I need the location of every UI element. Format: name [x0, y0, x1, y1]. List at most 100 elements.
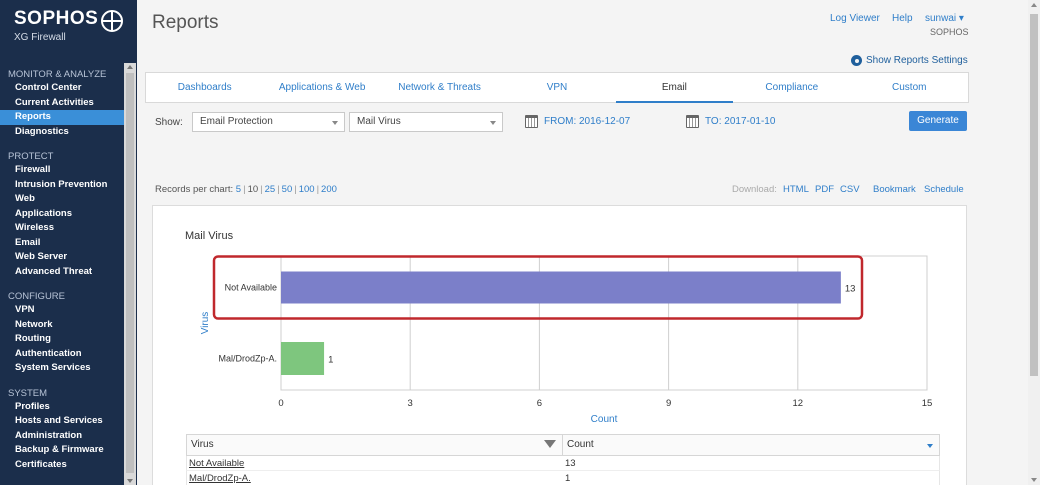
sidebar-nav: MONITOR & ANALYZE Control Center Current A…	[0, 69, 124, 472]
sidebar-scroll-thumb[interactable]	[126, 73, 134, 473]
settings-label: Show Reports Settings	[866, 55, 968, 66]
scroll-up-icon[interactable]	[1031, 3, 1037, 7]
main-scroll-thumb[interactable]	[1030, 14, 1038, 376]
virus-cell-link[interactable]: Not Available	[189, 458, 245, 469]
main-scrollbar[interactable]	[1028, 0, 1040, 485]
sidebar-item-routing[interactable]: Routing	[15, 333, 51, 344]
table-row: Mal/DrodZp-A. 1	[186, 471, 940, 485]
download-html-link[interactable]: HTML	[783, 184, 809, 195]
sidebar-item-applications[interactable]: Applications	[15, 207, 73, 219]
records-option-10[interactable]: 10	[247, 184, 259, 195]
sidebar-item-reports[interactable]: Reports	[0, 110, 124, 125]
y-axis-label: Virus	[200, 312, 211, 335]
help-link[interactable]: Help	[892, 13, 913, 24]
nav-section-title: MONITOR & ANALYZE	[8, 69, 107, 80]
sidebar-scrollbar[interactable]	[124, 63, 136, 485]
nav-gap	[0, 139, 124, 151]
y-category-label: Mal/DrodZp-A.	[218, 354, 277, 364]
records-option-200[interactable]: 200	[321, 184, 337, 195]
download-csv-link[interactable]: CSV	[840, 184, 860, 195]
report-group-value: Email Protection	[200, 116, 273, 127]
tab-network-threats[interactable]: Network & Threats	[398, 82, 481, 93]
tab-vpn[interactable]: VPN	[546, 82, 568, 93]
report-select[interactable]: Mail Virus	[349, 112, 503, 132]
sidebar-item-wireless[interactable]: Wireless	[15, 222, 54, 233]
x-tick-label: 9	[666, 398, 671, 409]
data-label: 1	[328, 355, 333, 366]
to-date-picker[interactable]: TO: 2017-01-10	[686, 115, 775, 128]
column-virus-label: Virus	[191, 439, 214, 450]
sidebar-item-vpn[interactable]: VPN	[15, 304, 35, 315]
sidebar-item-control-center[interactable]: Control Center	[15, 82, 82, 93]
sidebar-item-current-activities[interactable]: Current Activities	[15, 96, 94, 108]
separator: |	[243, 184, 246, 195]
sidebar-item-authentication[interactable]: Authentication	[15, 347, 82, 359]
nav-section-title: PROTECT	[8, 151, 54, 162]
generate-button[interactable]: Generate	[909, 111, 967, 131]
tab-custom[interactable]: Custom	[892, 82, 927, 93]
column-count[interactable]: Count	[563, 435, 939, 455]
column-count-label: Count	[567, 439, 594, 450]
x-tick-label: 0	[278, 398, 283, 409]
x-tick-label: 15	[922, 398, 933, 409]
sophos-logo[interactable]: SOPHOS XG Firewall	[14, 8, 123, 43]
chevron-down-icon	[332, 121, 338, 125]
user-menu[interactable]: sunwai ▾	[925, 13, 964, 24]
sidebar-item-certificates[interactable]: Certificates	[15, 458, 67, 470]
sidebar-item-profiles[interactable]: Profiles	[15, 400, 50, 412]
data-label: 13	[845, 284, 856, 295]
gear-icon	[851, 55, 862, 66]
chevron-down-icon: ▾	[958, 13, 964, 24]
sidebar-item-firewall[interactable]: Firewall	[15, 164, 51, 175]
sidebar-item-email[interactable]: Email	[15, 236, 41, 248]
bookmark-link[interactable]: Bookmark	[873, 184, 916, 195]
scroll-down-icon[interactable]	[127, 479, 133, 483]
sidebar-item-web[interactable]: Web	[15, 193, 35, 204]
nav-gap	[0, 376, 124, 388]
globe-icon	[101, 10, 123, 32]
to-date: TO: 2017-01-10	[705, 116, 776, 127]
records-option-5[interactable]: 5	[235, 184, 242, 195]
bar	[281, 342, 325, 375]
records-option-100[interactable]: 100	[298, 184, 315, 195]
tab-compliance[interactable]: Compliance	[765, 82, 819, 93]
mail-virus-chart: 0 3 6 9 12 15 Not Available 13 Mal/DrodZp-A. 1 Cou…	[200, 255, 933, 425]
sidebar-item-intrusion-prevention[interactable]: Intrusion Prevention	[15, 178, 108, 190]
calendar-icon	[686, 115, 699, 128]
download-pdf-link[interactable]: PDF	[815, 184, 834, 195]
filter-icon[interactable]	[544, 440, 556, 448]
separator: |	[316, 184, 320, 195]
tab-applications-web[interactable]: Applications & Web	[278, 82, 366, 93]
sidebar-item-system-services[interactable]: System Services	[15, 362, 91, 373]
page-title: Reports	[152, 12, 219, 33]
show-label: Show:	[155, 117, 183, 128]
sidebar-item-diagnostics[interactable]: Diagnostics	[15, 125, 69, 137]
sort-down-icon[interactable]	[927, 444, 933, 448]
report-tabs: Dashboards Applications & Web Network & Th…	[145, 72, 969, 103]
log-viewer-link[interactable]: Log Viewer	[830, 13, 880, 24]
sidebar-item-hosts-and-services[interactable]: Hosts and Services	[15, 415, 103, 426]
records-option-50[interactable]: 50	[281, 184, 293, 195]
scroll-down-icon[interactable]	[1031, 478, 1037, 482]
sidebar-item-network[interactable]: Network	[15, 318, 53, 330]
tab-email[interactable]: Email	[615, 73, 734, 103]
column-virus[interactable]: Virus	[187, 435, 563, 455]
show-reports-settings-link[interactable]: Show Reports Settings	[851, 55, 968, 66]
separator: |	[260, 184, 263, 195]
sidebar-item-web-server[interactable]: Web Server	[15, 251, 68, 262]
scroll-up-icon[interactable]	[127, 65, 133, 69]
virus-cell-link[interactable]: Mal/DrodZp-A.	[189, 473, 251, 484]
records-per-chart: Records per chart: 5 | 10 | 25 | 50 | 100 | 200	[155, 184, 337, 195]
separator: |	[277, 184, 280, 195]
from-date-picker[interactable]: FROM: 2016-12-07	[525, 115, 630, 128]
records-option-25[interactable]: 25	[264, 184, 276, 195]
report-group-select[interactable]: Email Protection	[192, 112, 345, 132]
sidebar-item-backup-firmware[interactable]: Backup & Firmware	[15, 444, 104, 455]
user-name: sunwai	[925, 13, 957, 24]
x-tick-label: 6	[537, 398, 542, 409]
sidebar-item-administration[interactable]: Administration	[15, 429, 83, 441]
tab-dashboards[interactable]: Dashboards	[177, 82, 232, 93]
sidebar-item-advanced-threat[interactable]: Advanced Threat	[15, 265, 93, 277]
chart-title: Mail Virus	[185, 230, 234, 242]
schedule-link[interactable]: Schedule	[924, 184, 964, 195]
